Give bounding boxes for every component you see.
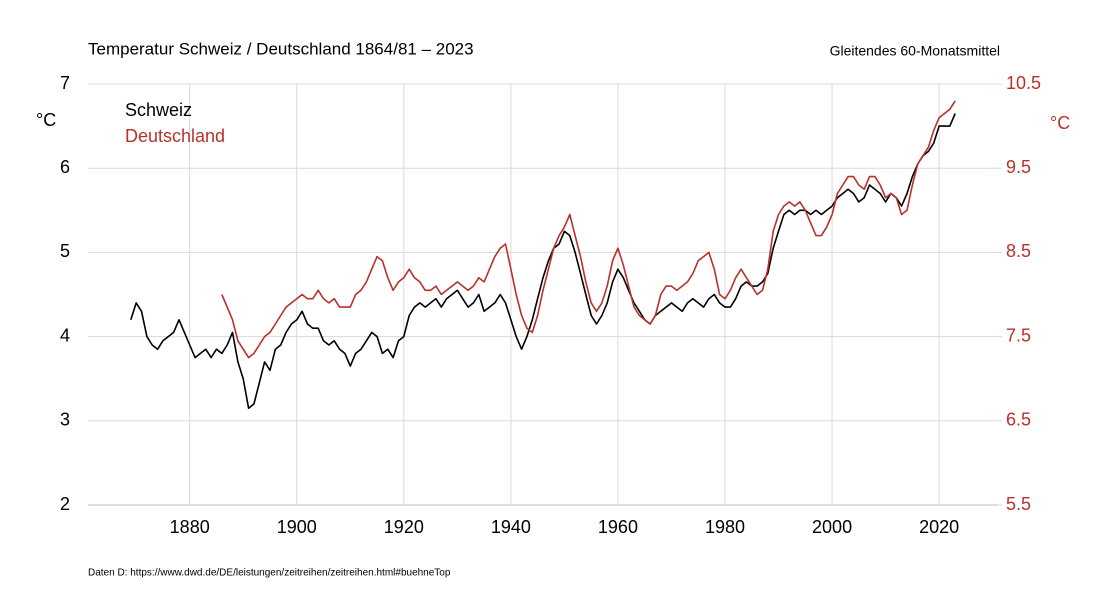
y-tick-label: 2 — [60, 494, 70, 514]
y-tick-label: 7 — [60, 73, 70, 93]
x-tick-label: 1920 — [384, 517, 424, 537]
source-note: Daten D: https://www.dwd.de/DE/leistunge… — [88, 568, 451, 579]
series-line — [130, 113, 956, 409]
y-tick-label: 4 — [60, 325, 70, 345]
x-tick-label: 1900 — [277, 517, 317, 537]
x-tick-label: 2000 — [812, 517, 852, 537]
y2-tick-label: 7.5 — [1006, 325, 1031, 345]
y2-tick-label: 6.5 — [1006, 410, 1031, 430]
x-tick-label: 1940 — [491, 517, 531, 537]
y-tick-label: 3 — [60, 410, 70, 430]
chart-title: Temperatur Schweiz / Deutschland 1864/81… — [88, 39, 474, 58]
chart-subtitle: Gleitendes 60-Monatsmittel — [830, 43, 1000, 59]
y-axis-label: °C — [36, 110, 56, 130]
y-tick-label: 5 — [60, 241, 70, 261]
series-line — [221, 100, 956, 359]
y-tick-label: 6 — [60, 157, 70, 177]
legend-entry: Schweiz — [125, 100, 192, 120]
y2-axis-label: °C — [1050, 113, 1070, 133]
x-tick-label: 1960 — [598, 517, 638, 537]
y2-tick-label: 10.5 — [1006, 73, 1041, 93]
y2-tick-label: 5.5 — [1006, 494, 1031, 514]
x-tick-label: 1980 — [705, 517, 745, 537]
y2-tick-label: 8.5 — [1006, 241, 1031, 261]
x-tick-label: 2020 — [919, 517, 959, 537]
x-tick-label: 1880 — [170, 517, 210, 537]
legend-entry: Deutschland — [125, 126, 225, 146]
y2-tick-label: 9.5 — [1006, 157, 1031, 177]
